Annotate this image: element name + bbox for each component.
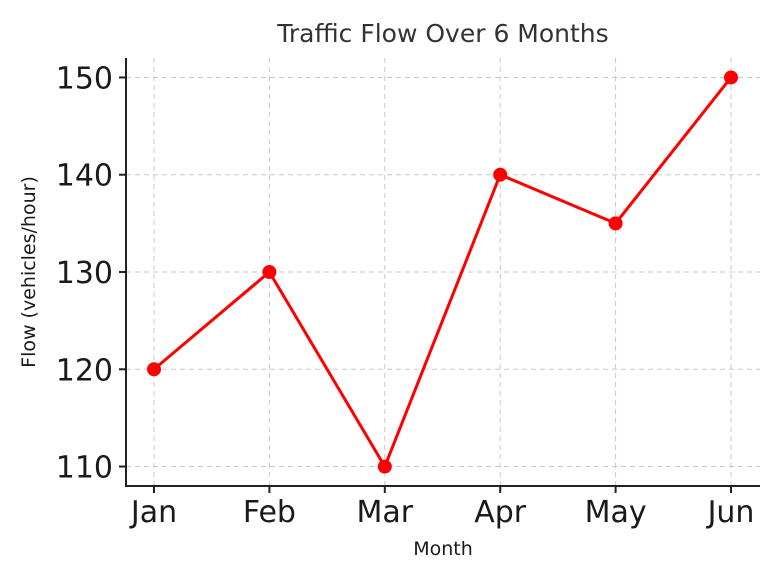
data-point — [377, 459, 392, 474]
y-tick-labels: 110 120 130 140 150 — [56, 61, 113, 485]
y-tick-label: 140 — [56, 159, 113, 194]
axes — [119, 58, 760, 493]
series-line — [153, 76, 733, 469]
x-tick-label: Feb — [243, 495, 296, 530]
x-tick-label: May — [585, 495, 647, 530]
x-tick-label: Jun — [706, 495, 755, 530]
x-tick-label: Apr — [474, 495, 527, 530]
y-tick-label: 110 — [56, 451, 113, 486]
x-tick-label: Mar — [356, 495, 413, 530]
x-tick-label: Jan — [129, 495, 177, 530]
data-point — [147, 362, 161, 377]
data-point — [608, 216, 623, 231]
y-tick-label: 150 — [56, 61, 113, 96]
y-tick-label: 130 — [56, 256, 113, 291]
data-point — [724, 70, 738, 85]
data-series — [147, 70, 738, 474]
chart-title: Traffic Flow Over 6 Months — [276, 19, 608, 48]
x-axis-label: Month — [413, 538, 473, 560]
x-tick-labels: Jan Feb Mar Apr May Jun — [129, 495, 755, 530]
grid-lines — [126, 58, 760, 486]
y-axis-label: Flow (vehicles/hour) — [18, 176, 40, 368]
y-tick-label: 120 — [56, 353, 113, 388]
data-point — [493, 167, 508, 182]
data-point — [262, 265, 277, 279]
